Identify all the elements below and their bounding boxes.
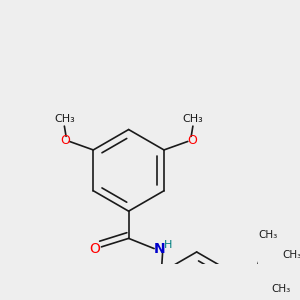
Text: CH₃: CH₃ (54, 114, 75, 124)
Text: CH₃: CH₃ (282, 250, 300, 260)
Text: H: H (164, 240, 172, 250)
Text: O: O (89, 242, 100, 256)
Text: O: O (187, 134, 197, 147)
Text: O: O (60, 134, 70, 147)
Text: CH₃: CH₃ (258, 230, 277, 240)
Text: N: N (153, 242, 165, 256)
Text: CH₃: CH₃ (272, 284, 291, 293)
Text: CH₃: CH₃ (182, 114, 203, 124)
